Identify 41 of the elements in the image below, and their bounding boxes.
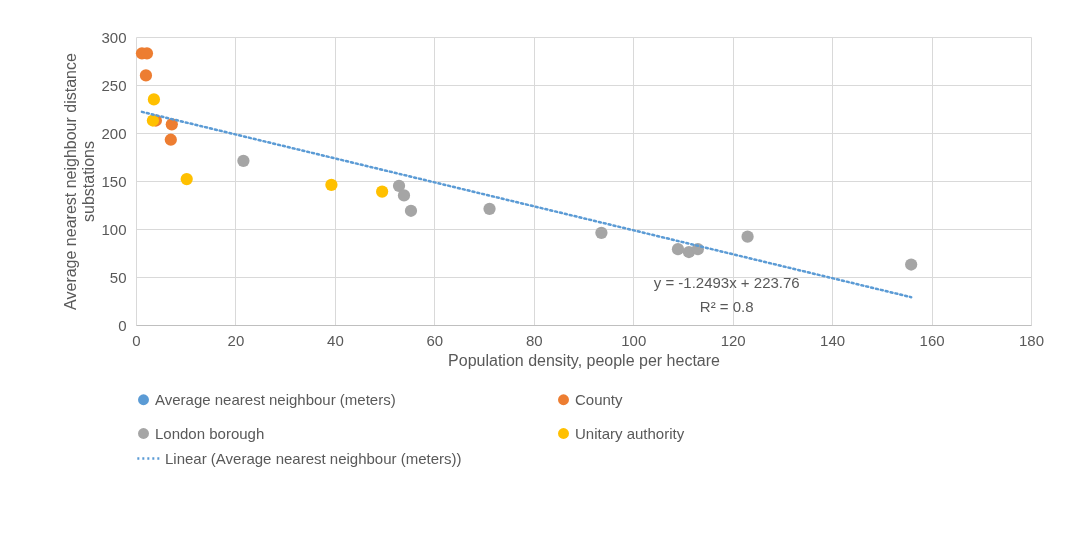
x-tick-label: 100: [621, 331, 647, 349]
x-axis-title: Population density, people per hectare: [448, 351, 721, 369]
y-axis-title: Average nearest neighbour distance substations: [62, 53, 98, 310]
annotation: R² = 0.8: [699, 298, 754, 315]
x-tick-label: 80: [525, 331, 543, 349]
point: [595, 226, 608, 239]
annotation: y = -1.2493x + 223.76: [653, 274, 800, 291]
point: [741, 230, 754, 243]
y-tick-label: 50: [109, 268, 127, 286]
point: [180, 172, 193, 186]
legend-label: Average nearest neighbour (meters): [155, 390, 396, 408]
x-tick-label: 20: [227, 331, 245, 349]
y-tick-label: 150: [101, 172, 127, 190]
y-tick-label: 200: [101, 124, 127, 142]
point: [164, 133, 177, 146]
legend-label: Linear (Average nearest neighbour (meters)): [165, 449, 462, 467]
point: [139, 69, 153, 82]
x-tick-label: 0: [132, 331, 141, 349]
x-tick-label: 120: [720, 331, 746, 349]
point: [905, 258, 918, 271]
point: [483, 202, 496, 215]
y-tick-label: 100: [101, 220, 127, 238]
legend-label: County: [575, 390, 624, 408]
point: [404, 204, 418, 217]
x-tick-label: 140: [820, 331, 846, 349]
legend-label: London borough: [155, 424, 265, 442]
y-tick-label: 250: [101, 76, 127, 94]
x-tick-label: 60: [426, 331, 444, 349]
y-tick-label: 0: [118, 316, 127, 334]
y-tick-label: 300: [101, 28, 127, 46]
point: [392, 179, 406, 192]
point: [147, 93, 161, 106]
x-tick-label: 160: [919, 331, 945, 349]
point: [376, 185, 389, 198]
point: [237, 154, 250, 167]
point: [397, 189, 411, 202]
x-tick-label: 40: [327, 331, 344, 349]
legend-label: Unitary authority: [575, 424, 685, 442]
x-tick-label: 180: [1018, 331, 1045, 349]
point: [325, 178, 338, 191]
point: [671, 243, 685, 256]
